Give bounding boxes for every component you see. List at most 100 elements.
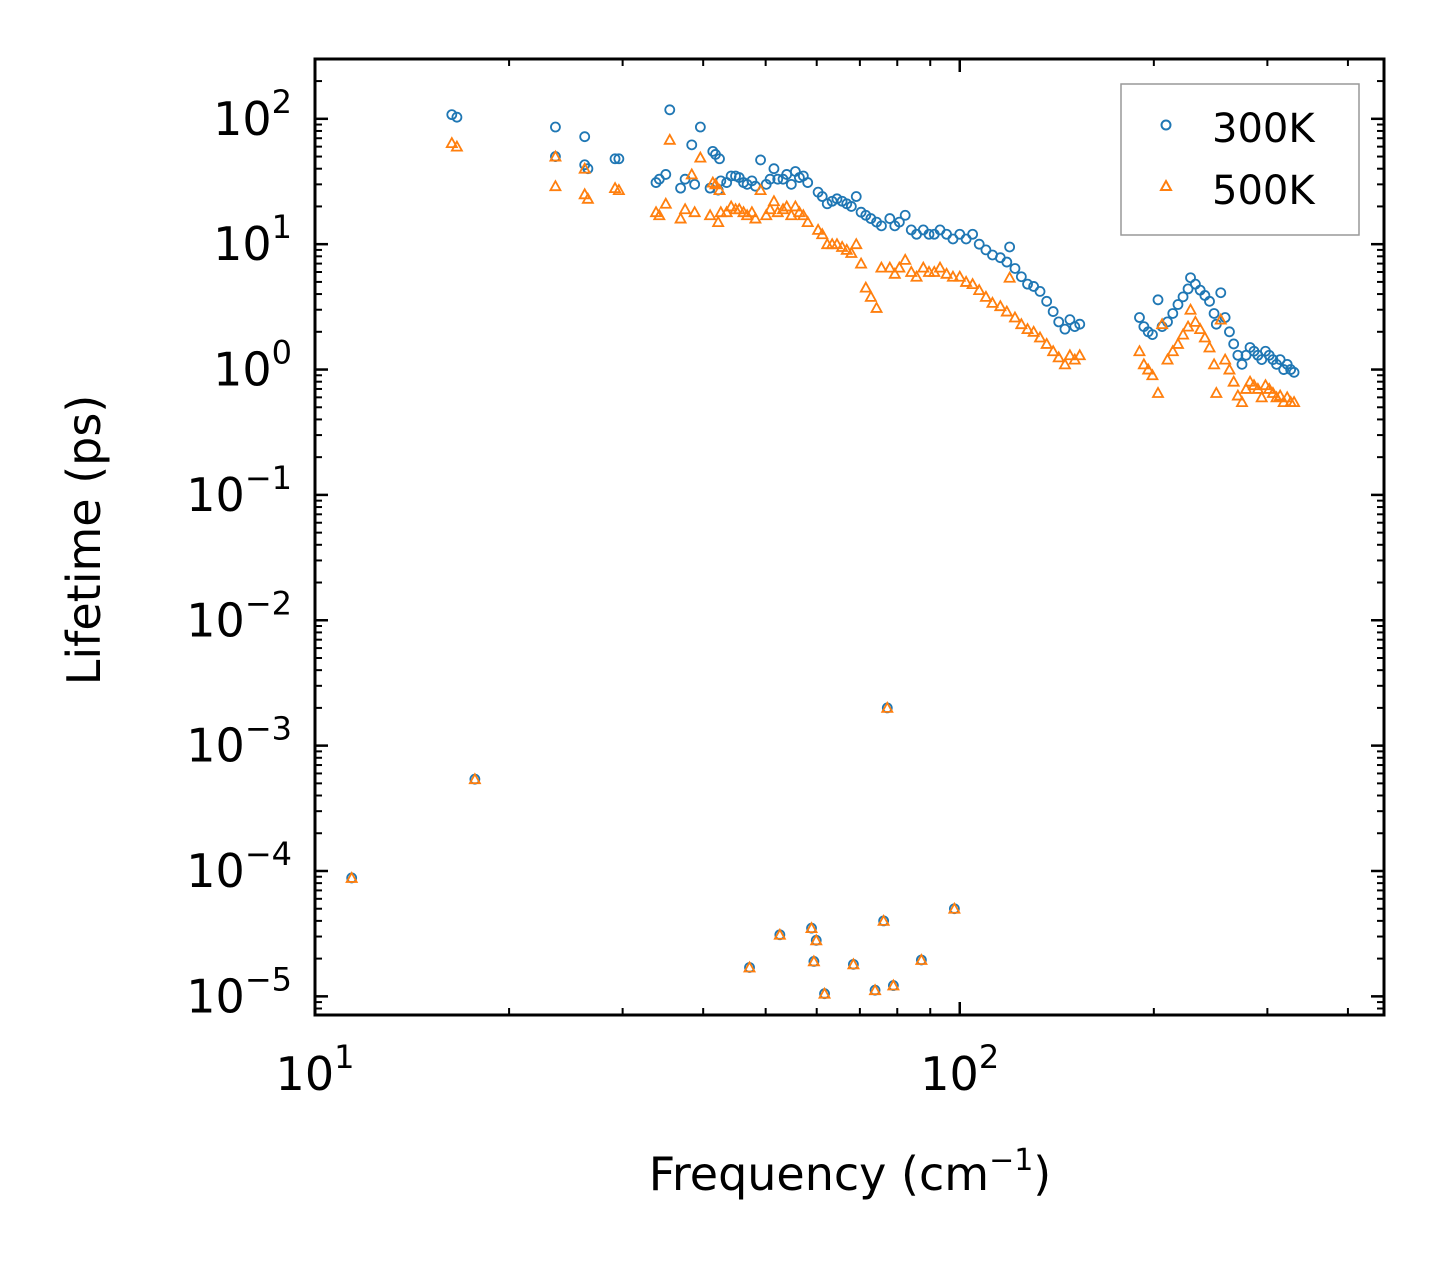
data-point-500k bbox=[886, 978, 900, 991]
data-point-500k bbox=[898, 252, 912, 265]
data-point-500k bbox=[940, 266, 954, 279]
data-point-300k bbox=[1009, 263, 1021, 274]
x-tick-label-exp: 1 bbox=[334, 1038, 354, 1076]
data-point-500k bbox=[708, 177, 723, 190]
series-500k bbox=[345, 132, 1301, 999]
data-point-500k bbox=[1188, 315, 1202, 327]
data-point-500k bbox=[904, 265, 918, 277]
data-point-300k bbox=[1152, 294, 1164, 306]
data-point-500k bbox=[1063, 348, 1077, 361]
data-point-300k bbox=[768, 163, 780, 175]
data-point-500k bbox=[849, 237, 863, 250]
data-point-500k bbox=[966, 277, 980, 290]
data-point-500k bbox=[759, 208, 773, 221]
data-point-300k bbox=[1215, 287, 1227, 299]
data-point-300k bbox=[1208, 308, 1220, 319]
x-tick-label-base: 10 bbox=[920, 1047, 979, 1101]
data-point-300k bbox=[664, 104, 676, 116]
data-point-500k bbox=[776, 202, 790, 215]
data-point-500k bbox=[1231, 388, 1245, 401]
data-point-500k bbox=[1058, 357, 1072, 370]
data-point-500k bbox=[548, 149, 562, 162]
data-point-500k bbox=[445, 136, 459, 149]
x-tick-label: 101 bbox=[276, 1038, 355, 1101]
legend-label-500k: 500K bbox=[1212, 168, 1316, 214]
data-point-500k bbox=[771, 205, 785, 218]
data-point-500k bbox=[914, 953, 928, 965]
y-tick-label: 10−5 bbox=[186, 960, 292, 1023]
data-point-500k bbox=[1270, 390, 1284, 403]
y-tick-label-base: 10 bbox=[186, 844, 245, 898]
data-point-500k bbox=[801, 215, 815, 228]
data-point-500k bbox=[877, 914, 891, 926]
data-point-500k bbox=[685, 167, 699, 180]
data-point-300k bbox=[845, 201, 857, 212]
data-point-300k bbox=[816, 191, 828, 202]
data-point-300k bbox=[579, 131, 591, 143]
data-point-300k bbox=[967, 228, 979, 240]
data-point-500k bbox=[811, 223, 825, 235]
data-point-500k bbox=[1137, 357, 1151, 370]
data-point-500k bbox=[1198, 330, 1212, 343]
data-point-500k bbox=[844, 246, 858, 258]
data-point-300k bbox=[876, 220, 887, 232]
data-point-500k bbox=[946, 269, 960, 282]
data-point-500k bbox=[818, 986, 832, 999]
data-point-300k bbox=[1224, 326, 1235, 338]
legend-label-300k: 300K bbox=[1212, 106, 1316, 152]
data-point-500k bbox=[763, 202, 777, 215]
y-axis-label: Lifetime (ps) bbox=[57, 395, 111, 686]
data-point-300k bbox=[850, 191, 862, 202]
data-point-500k bbox=[1227, 374, 1241, 387]
data-point-300k bbox=[973, 238, 985, 250]
data-point-300k bbox=[1047, 306, 1059, 317]
legend: 300K 500K bbox=[1120, 83, 1360, 236]
data-point-500k bbox=[953, 269, 967, 282]
x-tick-label: 102 bbox=[920, 1038, 999, 1101]
data-point-300k bbox=[1064, 314, 1076, 326]
data-point-500k bbox=[1052, 350, 1066, 363]
data-point-300k bbox=[1288, 366, 1300, 378]
data-point-300k bbox=[1236, 358, 1248, 370]
data-point-500k bbox=[805, 921, 819, 934]
data-point-300k bbox=[451, 111, 463, 123]
data-point-300k bbox=[1004, 241, 1016, 253]
plot-frame bbox=[313, 57, 1386, 1017]
y-tick-label: 10−4 bbox=[186, 835, 292, 898]
data-point-500k bbox=[1273, 388, 1287, 401]
data-point-500k bbox=[979, 290, 993, 302]
data-point-500k bbox=[711, 215, 725, 228]
y-tick-label-exp: −5 bbox=[245, 960, 292, 998]
data-point-300k bbox=[764, 173, 776, 185]
data-point-500k bbox=[1132, 344, 1147, 357]
data-point-500k bbox=[859, 280, 873, 293]
data-point-500k bbox=[780, 199, 794, 212]
data-point-500k bbox=[652, 208, 666, 221]
data-point-300k bbox=[675, 182, 686, 194]
data-point-300k bbox=[923, 228, 935, 240]
data-point-500k bbox=[854, 256, 868, 269]
data-point-300k bbox=[1001, 256, 1013, 268]
data-point-500k bbox=[1033, 330, 1047, 343]
data-point-500k bbox=[1145, 368, 1159, 381]
legend-marker-500k bbox=[1159, 178, 1173, 191]
data-point-500k bbox=[959, 275, 973, 287]
data-point-500k bbox=[773, 927, 787, 940]
data-point-500k bbox=[1214, 312, 1228, 325]
data-point-300k bbox=[899, 209, 911, 221]
data-point-500k bbox=[581, 191, 595, 204]
data-point-500k bbox=[796, 208, 810, 221]
data-point-500k bbox=[835, 240, 849, 252]
legend-marker-300k bbox=[1160, 119, 1172, 131]
data-point-500k bbox=[663, 132, 677, 145]
y-tick-label-base: 10 bbox=[186, 969, 245, 1023]
data-point-500k bbox=[748, 211, 762, 224]
data-point-500k bbox=[985, 296, 1000, 308]
data-point-500k bbox=[767, 194, 781, 207]
data-point-300k bbox=[1228, 338, 1240, 350]
data-point-500k bbox=[830, 237, 844, 250]
data-point-500k bbox=[807, 954, 821, 967]
y-tick-label-exp: 1 bbox=[272, 208, 292, 246]
y-tick-label-exp: −3 bbox=[245, 710, 292, 748]
data-point-500k bbox=[1008, 310, 1022, 323]
